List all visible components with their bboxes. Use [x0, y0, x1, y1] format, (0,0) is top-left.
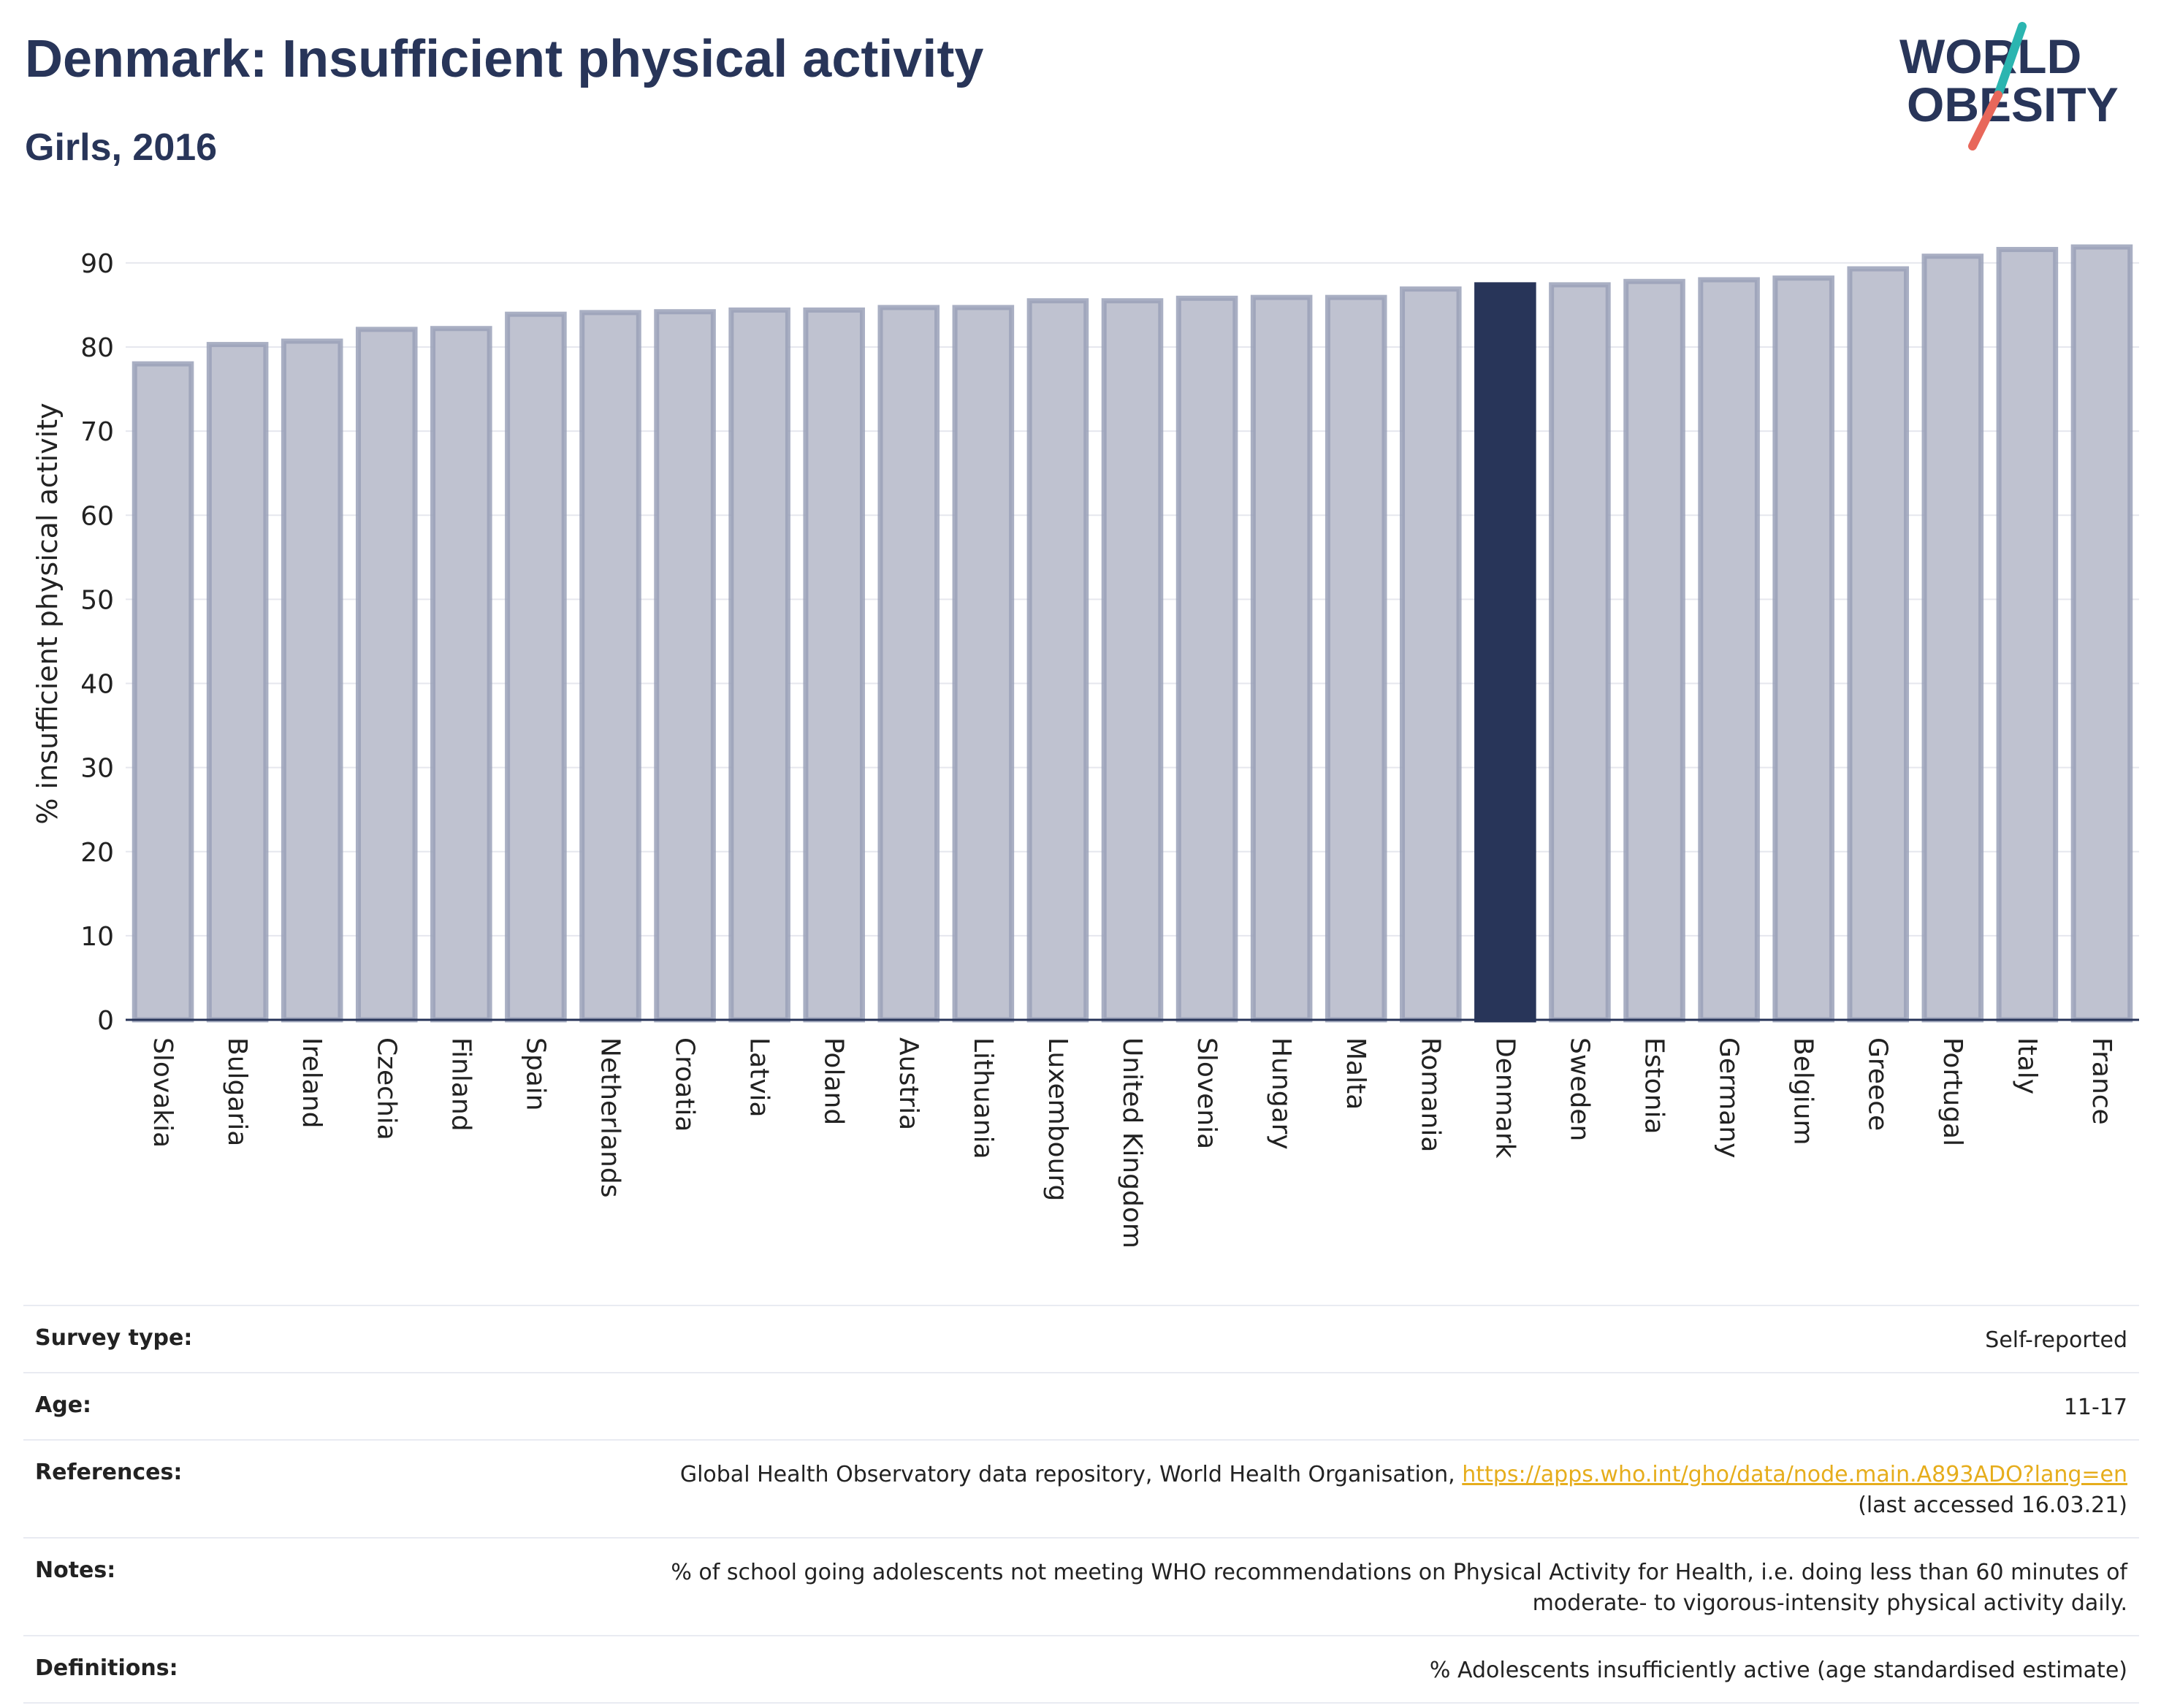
notes-value: % of school going adolescents not meetin…	[671, 1558, 2127, 1619]
bar-united-kingdom	[1101, 298, 1164, 1023]
notes-label: Notes:	[35, 1558, 116, 1583]
logo-slash-teal	[1994, 22, 2027, 99]
x-tick-label: Croatia	[670, 1037, 700, 1132]
bar-denmark	[1474, 282, 1536, 1023]
references-accessed: (last accessed 16.03.21)	[1858, 1492, 2127, 1518]
references-text: Global Health Observatory data repositor…	[679, 1462, 1455, 1487]
y-tick-label: 10	[80, 922, 114, 952]
x-tick-label: Romania	[1415, 1037, 1445, 1152]
x-tick-label: Italy	[2012, 1037, 2042, 1094]
bar-finland	[430, 326, 492, 1023]
survey-type-label: Survey type:	[35, 1325, 193, 1351]
notes-line-1: % of school going adolescents not meetin…	[671, 1560, 2127, 1585]
references-link[interactable]: https://apps.who.int/gho/data/node.main.…	[1462, 1462, 2127, 1487]
bar-austria	[877, 305, 940, 1023]
notes-line-2: moderate- to vigorous-intensity physical…	[1532, 1590, 2127, 1616]
y-tick-label: 20	[80, 838, 114, 868]
bars	[132, 244, 2133, 1023]
bar-estonia	[1623, 278, 1685, 1023]
definitions-label: Definitions:	[35, 1655, 178, 1681]
bar-bulgaria	[206, 342, 269, 1023]
bar-belgium	[1772, 275, 1834, 1023]
x-tick-label: Slovenia	[1192, 1037, 1221, 1149]
bar-france	[2070, 244, 2133, 1023]
axes: 0 10 20 30 40 50 60 70 80 90 Slovakia Bulgaria Irela…	[80, 249, 2139, 1248]
x-tick-label: Estonia	[1639, 1037, 1669, 1135]
bar-greece	[1847, 266, 1910, 1023]
survey-type-value: Self-reported	[1985, 1327, 2127, 1353]
x-tick-label: France	[2086, 1037, 2116, 1125]
y-axis-label: % insufficient physical activity	[31, 403, 64, 824]
bar-poland	[803, 307, 865, 1023]
age-value: 11-17	[2063, 1395, 2127, 1420]
x-tick-label: Finland	[446, 1037, 476, 1132]
references-value: Global Health Observatory data repositor…	[680, 1460, 2127, 1521]
logo-text-world: WORLD	[1899, 29, 2081, 83]
page-title: Denmark: Insufficient physical activity	[25, 30, 984, 88]
x-tick-label: Lithuania	[968, 1037, 998, 1159]
bar-luxembourg	[1026, 298, 1089, 1023]
x-tick-label: Denmark	[1490, 1037, 1520, 1159]
x-tick-label: Slovakia	[148, 1037, 178, 1148]
page-subtitle: Girls, 2016	[25, 126, 218, 169]
x-tick-label: Spain	[520, 1037, 550, 1111]
info-table: Survey type: Self-reported Age: 11-17 Re…	[23, 1305, 2139, 1704]
x-tick-label: Germany	[1714, 1037, 1744, 1158]
y-tick-label: 60	[80, 501, 114, 531]
bar-czechia	[355, 327, 418, 1023]
x-tick-label: Portugal	[1937, 1037, 1967, 1146]
x-tick-label: Hungary	[1266, 1037, 1296, 1150]
bar-chart: 0 10 20 30 40 50 60 70 80 90 Slovakia Bulgaria Irela…	[31, 244, 2139, 1248]
definitions-value: % Adolescents insufficiently active (age…	[1429, 1658, 2127, 1683]
bar-slovenia	[1175, 295, 1238, 1023]
bar-malta	[1325, 294, 1387, 1023]
bar-ireland	[281, 338, 343, 1023]
bar-spain	[505, 311, 567, 1023]
x-tick-label: Netherlands	[595, 1037, 625, 1197]
bar-germany	[1698, 277, 1760, 1023]
x-tick-label: Malta	[1341, 1037, 1371, 1110]
references-label: References:	[35, 1460, 183, 1485]
y-tick-label: 40	[80, 670, 114, 700]
info-row-age: Age: 11-17	[23, 1372, 2139, 1439]
bar-croatia	[654, 309, 716, 1023]
x-tick-label: United Kingdom	[1117, 1037, 1147, 1248]
x-tick-label: Poland	[819, 1037, 849, 1125]
info-row-references: References: Global Health Observatory da…	[23, 1439, 2139, 1537]
age-label: Age:	[35, 1392, 92, 1418]
bar-hungary	[1250, 294, 1313, 1023]
bar-slovakia	[132, 361, 194, 1023]
x-tick-label: Greece	[1863, 1037, 1893, 1131]
bar-lithuania	[952, 305, 1015, 1023]
x-tick-label: Czechia	[371, 1037, 401, 1140]
y-tick-label: 90	[80, 249, 114, 279]
x-tick-label: Austria	[893, 1037, 923, 1130]
bar-latvia	[728, 307, 790, 1023]
y-tick-label: 70	[80, 417, 114, 447]
info-row-definitions: Definitions: % Adolescents insufficientl…	[23, 1635, 2139, 1704]
info-row-survey-type: Survey type: Self-reported	[23, 1305, 2139, 1372]
x-tick-label: Latvia	[744, 1037, 774, 1118]
x-tick-label: Ireland	[297, 1037, 327, 1129]
logo-slash-coral	[1968, 91, 2002, 150]
bar-romania	[1400, 286, 1462, 1023]
world-obesity-logo: WORLD OBESITY	[1899, 22, 2119, 150]
x-tick-label: Luxembourg	[1043, 1037, 1072, 1201]
y-tick-label: 30	[80, 754, 114, 784]
x-tick-label: Bulgaria	[222, 1037, 252, 1146]
y-tick-label: 50	[80, 585, 114, 615]
x-tick-label: Sweden	[1564, 1037, 1594, 1141]
bar-portugal	[1921, 253, 1984, 1023]
bar-sweden	[1549, 282, 1611, 1023]
bar-netherlands	[579, 310, 641, 1023]
logo-text-obesity: OBESITY	[1907, 77, 2119, 131]
x-tick-label: Belgium	[1788, 1037, 1818, 1145]
bar-italy	[1996, 247, 2059, 1023]
info-row-notes: Notes: % of school going adolescents not…	[23, 1537, 2139, 1635]
y-tick-label: 80	[80, 333, 114, 363]
y-tick-label: 0	[97, 1006, 114, 1036]
